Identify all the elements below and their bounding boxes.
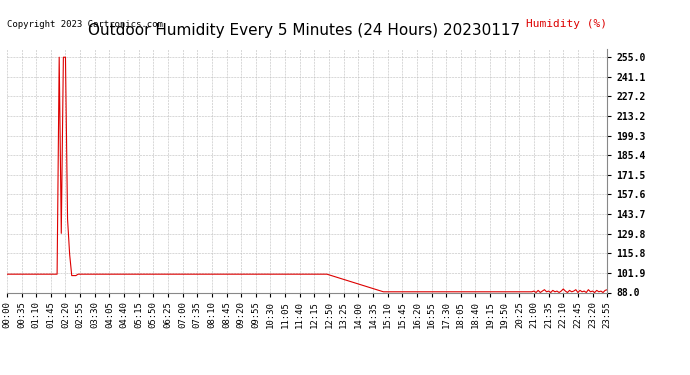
Text: Copyright 2023 Cartronics.com: Copyright 2023 Cartronics.com [7, 20, 163, 29]
Text: Outdoor Humidity Every 5 Minutes (24 Hours) 20230117: Outdoor Humidity Every 5 Minutes (24 Hou… [88, 22, 520, 38]
Text: Humidity (%): Humidity (%) [526, 19, 607, 29]
